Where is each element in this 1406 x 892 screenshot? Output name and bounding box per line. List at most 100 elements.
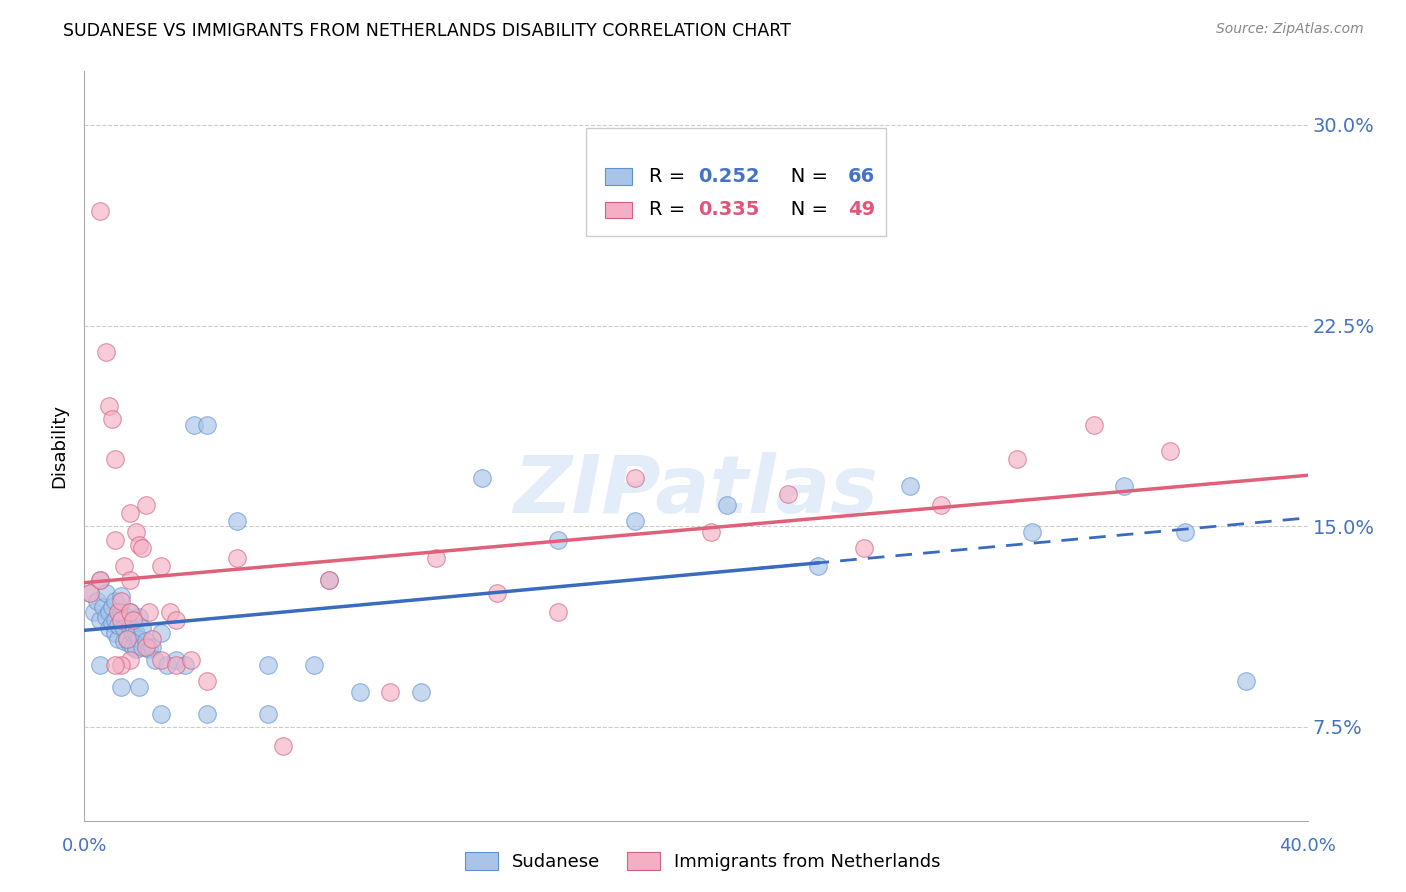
Point [135,640,157,654]
Point [149,706,172,721]
Point [97,399,120,413]
Point [97,621,120,635]
Text: N =: N = [772,201,834,219]
Point [131,541,153,555]
Point [86,594,108,608]
Point [156,658,179,673]
Point [271,739,294,753]
Point [110,594,132,608]
Point [122,613,145,627]
Point [91,599,114,614]
Point [149,626,172,640]
Point [302,658,325,673]
Point [141,640,163,654]
Point [107,632,129,646]
Point [89,203,111,218]
Point [257,706,280,721]
Point [149,559,172,574]
Point [112,621,135,635]
Point [143,653,166,667]
Point [318,573,340,587]
Text: R =: R = [650,201,692,219]
Point [94,345,117,359]
Point [1236,674,1258,689]
Text: SUDANESE VS IMMIGRANTS FROM NETHERLANDS DISABILITY CORRELATION CHART: SUDANESE VS IMMIGRANTS FROM NETHERLANDS … [63,22,792,40]
Point [1114,479,1136,493]
Point [380,685,402,699]
Point [79,586,101,600]
Point [107,605,129,619]
Point [120,653,142,667]
Point [138,605,160,619]
Point [195,417,218,432]
Point [112,559,135,574]
Point [1159,444,1181,458]
Point [110,613,132,627]
Point [115,610,138,624]
Point [195,706,218,721]
Point [94,586,117,600]
Point [716,498,738,512]
Point [1174,524,1197,539]
Point [110,680,132,694]
Y-axis label: Disability: Disability [51,404,69,488]
Point [120,621,142,635]
Point [149,653,172,667]
Point [128,538,150,552]
Point [183,417,205,432]
Point [115,632,138,646]
Text: 66: 66 [848,167,875,186]
Point [128,632,150,646]
Point [929,498,952,512]
Text: 0.252: 0.252 [699,167,761,186]
Point [104,594,127,608]
Point [125,642,148,657]
Point [104,533,127,547]
Point [131,621,153,635]
Point [83,605,105,619]
Point [97,605,120,619]
Point [138,642,160,657]
Point [624,471,647,485]
Point [104,658,127,673]
Text: ZIPatlas: ZIPatlas [513,452,879,530]
Point [135,634,157,648]
Point [165,653,187,667]
Point [165,658,187,673]
Point [104,626,127,640]
Point [89,573,111,587]
Point [624,514,647,528]
Point [1005,452,1028,467]
Point [1083,417,1105,432]
Point [226,514,249,528]
Point [409,685,432,699]
Point [425,551,447,566]
Text: 40.0%: 40.0% [1279,837,1336,855]
Point [174,658,197,673]
FancyBboxPatch shape [586,128,886,236]
Point [125,626,148,640]
Point [128,680,150,694]
Point [89,658,111,673]
Point [135,498,157,512]
Point [120,605,142,619]
Text: 0.335: 0.335 [699,201,759,219]
Point [89,573,111,587]
Point [195,674,218,689]
Point [700,524,723,539]
Point [547,605,569,619]
FancyBboxPatch shape [606,168,633,185]
Point [898,479,921,493]
Point [101,412,124,426]
Point [349,685,371,699]
Point [110,658,132,673]
Point [318,573,340,587]
Legend: Sudanese, Immigrants from Netherlands: Sudanese, Immigrants from Netherlands [458,845,948,879]
Point [547,533,569,547]
Text: R =: R = [650,167,692,186]
Point [104,613,127,627]
Point [776,487,799,501]
Point [486,586,509,600]
Point [180,653,202,667]
Point [79,586,101,600]
